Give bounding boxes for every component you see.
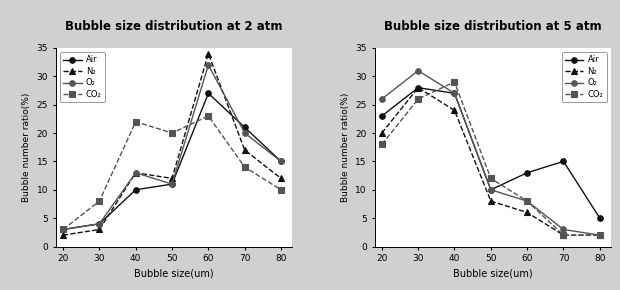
- Air: [523, 171, 531, 175]
- O₂: [378, 97, 386, 101]
- CO₂: [205, 114, 212, 118]
- CO₂: [132, 120, 140, 124]
- Air: [205, 92, 212, 95]
- N₂: [451, 108, 458, 112]
- N₂: [414, 86, 422, 89]
- Line: CO₂: CO₂: [60, 113, 284, 232]
- O₂: [414, 69, 422, 72]
- Air: [378, 114, 386, 118]
- N₂: [60, 233, 67, 237]
- O₂: [596, 233, 603, 237]
- O₂: [205, 63, 212, 67]
- Y-axis label: Bubble number ratio(%): Bubble number ratio(%): [341, 93, 350, 202]
- N₂: [277, 177, 285, 180]
- O₂: [523, 199, 531, 203]
- Air: [241, 126, 249, 129]
- CO₂: [451, 80, 458, 84]
- CO₂: [60, 228, 67, 231]
- CO₂: [523, 199, 531, 203]
- O₂: [451, 92, 458, 95]
- X-axis label: Bubble size(um): Bubble size(um): [453, 269, 533, 279]
- CO₂: [487, 177, 495, 180]
- O₂: [95, 222, 103, 226]
- Air: [95, 222, 103, 226]
- N₂: [205, 52, 212, 55]
- Line: N₂: N₂: [379, 85, 603, 238]
- CO₂: [560, 233, 567, 237]
- CO₂: [378, 143, 386, 146]
- O₂: [168, 182, 175, 186]
- CO₂: [277, 188, 285, 191]
- Line: O₂: O₂: [379, 68, 603, 238]
- N₂: [95, 228, 103, 231]
- Legend: Air, N₂, O₂, CO₂: Air, N₂, O₂, CO₂: [60, 52, 105, 102]
- N₂: [596, 233, 603, 237]
- O₂: [60, 228, 67, 231]
- CO₂: [168, 131, 175, 135]
- Text: Bubble size distribution at 2 atm: Bubble size distribution at 2 atm: [65, 20, 283, 33]
- Legend: Air, N₂, O₂, CO₂: Air, N₂, O₂, CO₂: [562, 52, 606, 102]
- Air: [168, 182, 175, 186]
- Y-axis label: Bubble number ratio(%): Bubble number ratio(%): [22, 93, 31, 202]
- Line: N₂: N₂: [60, 51, 284, 238]
- Air: [132, 188, 140, 191]
- Line: Air: Air: [60, 90, 284, 232]
- Air: [487, 188, 495, 191]
- CO₂: [596, 233, 603, 237]
- N₂: [378, 131, 386, 135]
- Text: Bubble size distribution at 5 atm: Bubble size distribution at 5 atm: [384, 20, 601, 33]
- Air: [60, 228, 67, 231]
- N₂: [523, 211, 531, 214]
- N₂: [132, 171, 140, 175]
- N₂: [487, 199, 495, 203]
- Line: CO₂: CO₂: [379, 79, 603, 238]
- X-axis label: Bubble size(um): Bubble size(um): [134, 269, 214, 279]
- O₂: [277, 160, 285, 163]
- O₂: [487, 188, 495, 191]
- O₂: [132, 171, 140, 175]
- Line: Air: Air: [379, 85, 603, 221]
- Air: [414, 86, 422, 89]
- Air: [596, 216, 603, 220]
- O₂: [241, 131, 249, 135]
- Air: [560, 160, 567, 163]
- Line: O₂: O₂: [60, 62, 284, 232]
- N₂: [241, 148, 249, 152]
- Air: [277, 160, 285, 163]
- CO₂: [414, 97, 422, 101]
- N₂: [168, 177, 175, 180]
- O₂: [560, 228, 567, 231]
- CO₂: [241, 165, 249, 169]
- N₂: [560, 233, 567, 237]
- CO₂: [95, 199, 103, 203]
- Air: [451, 92, 458, 95]
